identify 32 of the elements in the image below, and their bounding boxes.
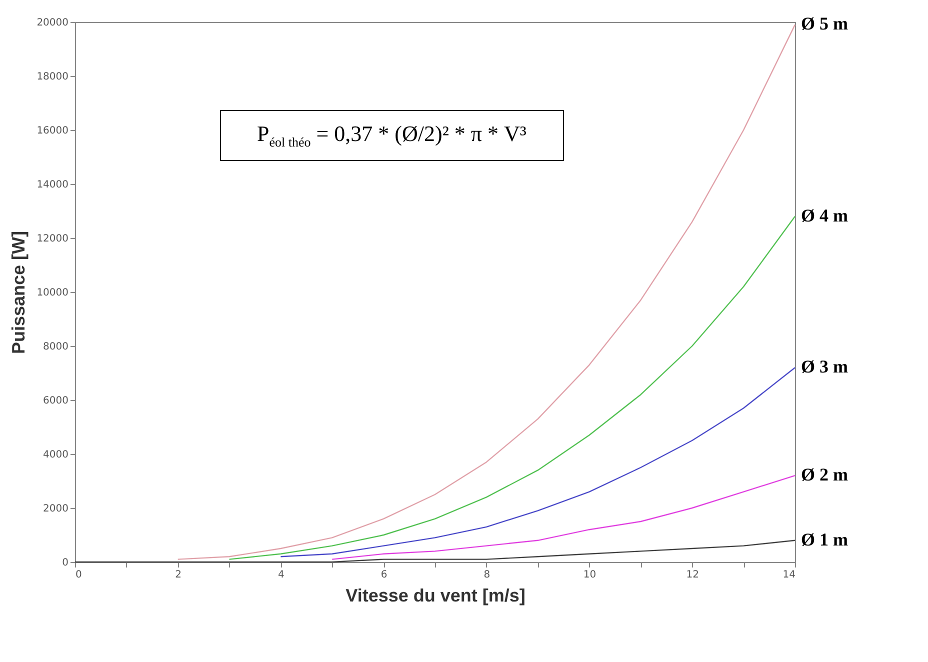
y-tick-label: 18000 <box>36 72 68 82</box>
y-tick-label: 8000 <box>43 342 68 352</box>
y-tick-label: 6000 <box>43 396 68 406</box>
x-tick-label: 8 <box>484 570 490 580</box>
y-tick-label: 16000 <box>36 126 68 136</box>
y-tick-label: 20000 <box>36 18 68 28</box>
x-axis-title: Vitesse du vent [m/s] <box>346 586 526 606</box>
line-series <box>177 24 796 560</box>
series-label: Ø 5 m <box>801 14 848 34</box>
x-tick-label: 4 <box>278 570 284 580</box>
line-series <box>74 540 796 563</box>
line-series <box>332 475 796 560</box>
formula-box: P$_{éol théo}$ = 0,37 * (Ø/2)² * π * V³ <box>220 110 564 162</box>
x-tick-label: 10 <box>583 570 596 580</box>
series-label: Ø 3 m <box>801 356 848 377</box>
series-label: Ø 4 m <box>801 205 848 226</box>
x-tick-label: 12 <box>686 570 700 580</box>
line-series <box>280 367 796 558</box>
x-tick-label: 2 <box>175 570 182 580</box>
y-axis-title: Puissance [W] <box>8 230 29 354</box>
x-tick-label: 6 <box>380 570 388 580</box>
y-tick-label: 12000 <box>36 234 68 244</box>
series-label: Ø 1 m <box>801 529 848 550</box>
y-tick-label: 0 <box>62 558 68 568</box>
series-label: Ø 2 m <box>801 464 848 485</box>
y-tick-label: 10000 <box>36 288 68 298</box>
y-tick-label: 14000 <box>36 180 68 190</box>
line-series <box>228 216 796 560</box>
x-tick-label: 14 <box>782 570 796 580</box>
y-tick-label: 2000 <box>43 504 68 514</box>
y-tick-label: 4000 <box>43 450 68 460</box>
x-tick-label: 0 <box>76 570 82 580</box>
